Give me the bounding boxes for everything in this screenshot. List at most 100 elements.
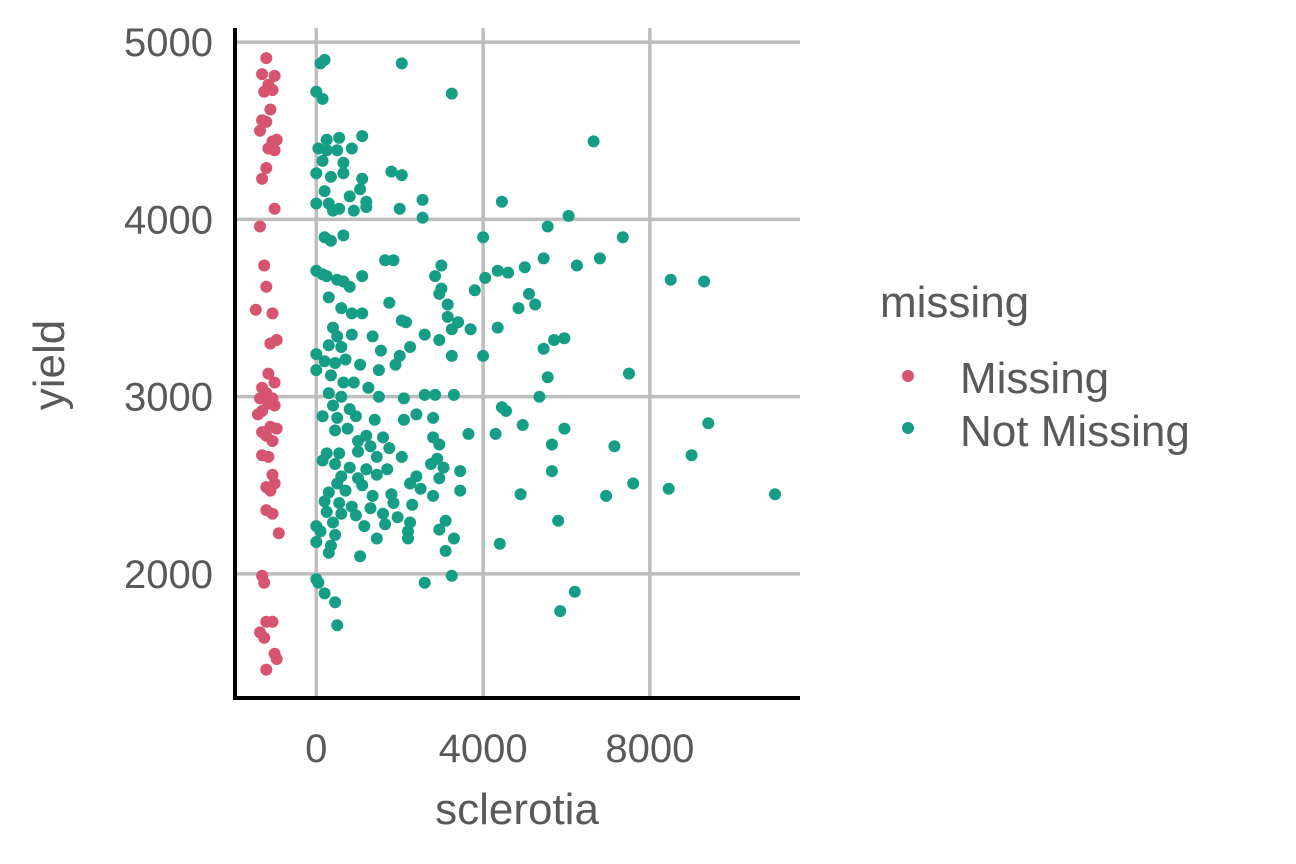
point-not-missing	[512, 302, 525, 315]
point-not-missing	[447, 388, 460, 401]
point-not-missing	[356, 172, 369, 185]
point-not-missing	[356, 479, 369, 492]
point-not-missing	[343, 280, 356, 293]
point-not-missing	[345, 307, 358, 320]
point-not-missing	[339, 484, 352, 497]
x-tick-label: 0	[305, 727, 327, 771]
point-not-missing	[352, 435, 364, 447]
point-missing	[258, 631, 271, 644]
point-not-missing	[433, 334, 446, 346]
point-not-missing	[329, 357, 342, 369]
point-not-missing	[445, 349, 458, 362]
point-not-missing	[548, 334, 560, 346]
point-not-missing	[397, 413, 410, 426]
point-not-missing	[393, 202, 406, 215]
point-not-missing	[324, 369, 337, 382]
point-not-missing	[322, 291, 335, 304]
point-not-missing	[429, 270, 442, 283]
point-not-missing	[377, 431, 389, 444]
point-not-missing	[545, 438, 558, 451]
point-not-missing	[554, 605, 567, 618]
point-not-missing	[349, 410, 362, 423]
point-not-missing	[433, 438, 446, 451]
point-not-missing	[623, 367, 635, 380]
point-not-missing	[333, 202, 346, 215]
point-not-missing	[397, 392, 410, 405]
point-not-missing	[570, 259, 583, 272]
point-missing	[272, 527, 285, 540]
point-not-missing	[349, 509, 362, 522]
y-tick-label: 3000	[124, 376, 213, 420]
point-not-missing	[331, 477, 344, 490]
point-not-missing	[356, 270, 369, 283]
point-not-missing	[364, 440, 377, 453]
point-not-missing	[537, 342, 550, 355]
point-not-missing	[593, 252, 606, 265]
point-not-missing	[329, 424, 342, 437]
point-not-missing	[541, 220, 554, 233]
point-missing	[256, 172, 269, 185]
point-not-missing	[454, 484, 467, 497]
point-not-missing	[354, 358, 367, 371]
point-not-missing	[316, 154, 329, 167]
point-not-missing	[385, 165, 398, 178]
point-not-missing	[316, 410, 329, 423]
point-missing	[268, 376, 281, 389]
point-not-missing	[383, 296, 396, 309]
point-not-missing	[493, 537, 506, 550]
tick-labels: 2000 3000 4000 5000 0 4000 8000	[124, 21, 694, 771]
point-not-missing	[379, 518, 392, 531]
point-not-missing	[491, 321, 504, 334]
point-not-missing	[329, 458, 342, 470]
point-not-missing	[410, 408, 423, 421]
point-not-missing	[523, 287, 535, 300]
point-not-missing	[335, 341, 348, 353]
legend-label-not-missing: Not Missing	[960, 407, 1190, 456]
point-not-missing	[514, 488, 527, 501]
point-missing	[270, 422, 283, 435]
point-not-missing	[327, 399, 339, 412]
point-not-missing	[316, 92, 329, 105]
point-not-missing	[318, 53, 331, 66]
point-missing	[256, 68, 269, 81]
point-not-missing	[435, 259, 448, 272]
point-missing	[266, 84, 279, 96]
point-missing	[260, 663, 273, 676]
point-not-missing	[327, 516, 339, 529]
point-not-missing	[341, 422, 354, 435]
point-not-missing	[366, 330, 379, 343]
point-missing	[260, 280, 273, 293]
point-not-missing	[310, 536, 323, 548]
point-not-missing	[335, 507, 348, 520]
point-not-missing	[477, 231, 490, 244]
point-not-missing	[502, 266, 515, 279]
point-missing	[268, 399, 281, 412]
point-not-missing	[445, 87, 458, 100]
point-missing	[266, 435, 279, 447]
point-missing	[254, 220, 266, 233]
point-not-missing	[322, 339, 335, 352]
point-not-missing	[395, 57, 408, 70]
point-not-missing	[447, 532, 460, 545]
point-not-missing	[587, 135, 600, 148]
point-not-missing	[627, 477, 640, 490]
point-missing	[266, 307, 279, 320]
point-not-missing	[427, 411, 440, 424]
point-not-missing	[685, 449, 698, 462]
point-not-missing	[347, 376, 360, 389]
point-not-missing	[314, 525, 327, 538]
point-missing	[258, 259, 271, 272]
point-missing	[260, 52, 273, 65]
point-not-missing	[552, 514, 565, 527]
point-not-missing	[322, 387, 335, 400]
point-not-missing	[495, 195, 508, 208]
point-not-missing	[568, 585, 581, 598]
point-not-missing	[439, 514, 452, 527]
point-not-missing	[516, 419, 529, 431]
point-missing	[266, 615, 279, 628]
point-not-missing	[381, 463, 394, 476]
point-not-missing	[491, 264, 504, 277]
point-not-missing	[404, 341, 417, 353]
point-missing	[268, 202, 281, 215]
point-not-missing	[335, 390, 348, 403]
